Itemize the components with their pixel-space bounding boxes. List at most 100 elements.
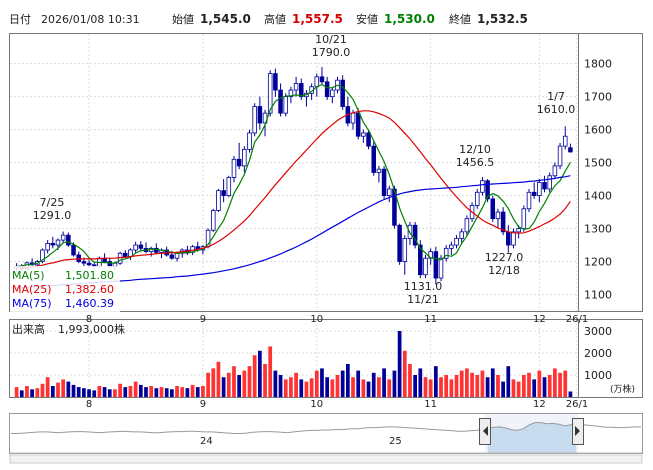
candle-body-31 [174,252,180,259]
volume-bar-47 [257,350,262,397]
price-tick-1300: 1300 [584,223,612,236]
volume-bar-98 [521,375,526,397]
ma-legend: MA(5) 1,501.80 MA(25) 1,382.60 MA(75) 1,… [10,266,120,312]
volume-bar-34 [190,384,195,397]
navigator[interactable] [9,414,643,464]
nav-selected-area [487,422,577,453]
candle-body-14 [86,262,92,266]
candle-body-40 [221,190,226,196]
volume-bar-102 [542,377,547,397]
volume-bar-29 [164,388,169,397]
x-tick-2: 10 [310,314,323,325]
volume-bar-62 [335,375,340,397]
volume-bar-105 [558,372,562,397]
volume-bar-3 [30,389,34,397]
volume-bar-49 [268,346,273,397]
volume-bar-11 [71,384,76,397]
volume-bar-20 [118,383,122,397]
candle-body-83 [443,247,449,259]
x-tick-3: 11 [424,314,437,325]
annotation-1-value: 1790.0 [312,46,351,59]
volume-bar-54 [294,372,298,397]
candle-body-6 [45,242,50,251]
volume-bar-58 [314,370,319,397]
volume-bar-35 [195,387,200,397]
candle-body-84 [449,244,454,249]
volume-bar-26 [149,386,154,397]
volume-bar-10 [66,381,71,397]
volume-bar-22 [128,386,133,397]
candle-body-42 [231,158,237,178]
volume-bar-103 [547,375,552,397]
volume-bar-6 [45,377,50,397]
nav-left-handle[interactable] [479,418,491,445]
candle-body-97 [516,228,521,233]
annotation-5-value: 1227.0 [485,251,524,264]
x-tick-volume-4: 12 [533,399,546,410]
volume-bar-88 [470,372,474,397]
candle-body-71 [381,168,387,196]
volume-bar-15 [92,390,97,397]
volume-bar-19 [113,389,117,397]
volume-bar-70 [377,377,381,397]
volume-bar-9 [61,379,66,397]
annotation-4-date: 11/21 [407,293,439,306]
annotation-1-date: 10/21 [315,33,347,46]
candle-body-75 [402,238,408,262]
x-tick-volume-2: 10 [310,399,323,410]
volume-bar-18 [107,389,112,397]
volume-bar-65 [351,377,355,397]
volume-bar-39 [216,361,221,397]
price-tick-1600: 1600 [584,124,612,137]
candle-body-106 [562,135,568,147]
candle-body-55 [299,83,304,98]
price-tick-1500: 1500 [584,157,612,170]
volume-bar-44 [242,370,247,397]
candle-body-49 [267,73,273,114]
candle-body-8 [55,239,61,246]
low-value: 1,530.0 [384,12,435,26]
candle-body-13 [81,261,87,264]
volume-bar-66 [356,370,361,397]
volume-bar-0 [14,387,19,397]
x-tick-volume-3: 11 [424,399,437,410]
volume-bar-61 [330,379,335,397]
nav-history-line [11,422,641,434]
candle-body-90 [480,180,485,193]
volume-bar-74 [397,331,402,397]
volume-bar-57 [309,378,314,397]
volume-axis: 1000 2000 3000 [584,325,612,382]
candle-body-95 [506,231,511,246]
volume-bar-96 [511,379,516,397]
volume-tick-1000: 1000 [584,369,612,382]
candle-body-41 [226,177,232,196]
candle-body-98 [521,208,527,229]
candle-body-30 [169,254,175,259]
date-value: 2026/01/08 10:31 [41,13,140,26]
volume-bar-63 [340,370,345,397]
volume-bar-83 [444,375,449,397]
nav-right-handle[interactable] [572,418,584,445]
candle-body-39 [216,190,221,211]
candle-body-67 [361,132,366,137]
volume-bar-8 [56,382,60,397]
volume-bar-50 [273,370,278,397]
candle-body-12 [76,254,81,262]
volume-bar-92 [490,368,495,397]
price-tick-1100: 1100 [584,289,612,302]
close-label: 終値 [449,12,471,26]
volume-bar-80 [428,379,433,397]
ma75-value: 1,460.39 [65,297,114,310]
nav-label-24: 24 [200,436,213,447]
ma75-label: MA(75) [12,297,52,310]
high-value: 1,557.5 [292,12,343,26]
candle-body-54 [293,83,299,91]
annotation-0-date: 7/25 [40,196,65,209]
ma5-label: MA(5) [12,269,45,282]
candle-body-104 [552,165,558,177]
volume-bar-23 [133,381,138,397]
candle-body-74 [397,224,402,262]
annotation-2-value: 1456.5 [456,156,495,169]
candle-body-43 [236,158,242,167]
